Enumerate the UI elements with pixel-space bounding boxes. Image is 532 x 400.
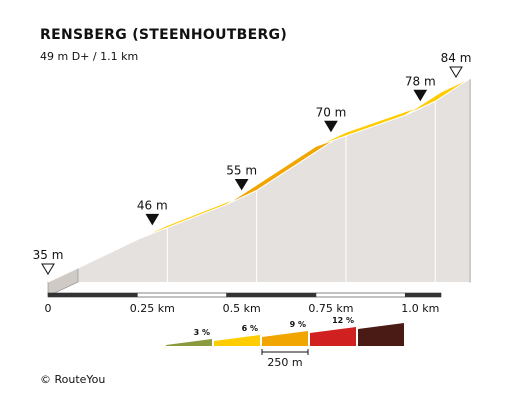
profile-right-cap (469, 78, 471, 283)
gradient-legend-swatch-4 (358, 323, 404, 346)
base-stripe (315, 292, 406, 298)
elevation-marker-1 (145, 213, 160, 226)
elevation-marker-3 (324, 120, 338, 133)
gradient-legend-label-0: 3 % (194, 328, 210, 337)
segment-top-4 (404, 77, 472, 116)
gradient-legend-label-1: 6 % (242, 324, 258, 333)
elevation-marker-5 (449, 66, 463, 78)
gradient-legend-swatch-2 (262, 331, 308, 346)
elevation-marker-2 (234, 178, 249, 191)
base-stripe (137, 292, 227, 298)
profile-body (78, 78, 471, 282)
copyright-notice: © RouteYou (40, 373, 106, 386)
x-tick-label-4: 1.0 km (401, 302, 439, 315)
gradient-legend-swatch-0 (166, 339, 212, 346)
profile-title: RENSBERG (STEENHOUTBERG) (40, 27, 288, 43)
base-stripe (47, 292, 138, 298)
elevation-label-2: 55 m (226, 163, 257, 177)
gradient-legend-label-3: 12 % (332, 316, 354, 325)
x-tick-label-2: 0.5 km (223, 302, 261, 315)
profile-left-cap (47, 267, 79, 297)
elevation-marker-4 (413, 89, 428, 102)
profile-subtitle: 49 m D+ / 1.1 km (40, 50, 139, 63)
base-stripe (226, 292, 317, 298)
gradient-legend-label-2: 9 % (290, 320, 306, 329)
x-tick-label-3: 0.75 km (308, 302, 353, 315)
base-stripe (404, 292, 442, 298)
x-tick-label-1: 0.25 km (130, 302, 175, 315)
elevation-label-4: 78 m (405, 74, 436, 88)
elevation-label-1: 46 m (137, 198, 168, 212)
x-tick-label-0: 0 (45, 302, 52, 315)
gradient-legend-swatch-1 (214, 335, 260, 346)
elevation-label-5: 84 m (441, 51, 472, 65)
elevation-label-3: 70 m (316, 105, 347, 119)
gradient-legend-swatch-3 (310, 327, 356, 346)
elevation-label-0: 35 m (33, 248, 64, 262)
elevation-marker-0 (41, 263, 55, 275)
scale-bar-label: 250 m (267, 356, 302, 369)
